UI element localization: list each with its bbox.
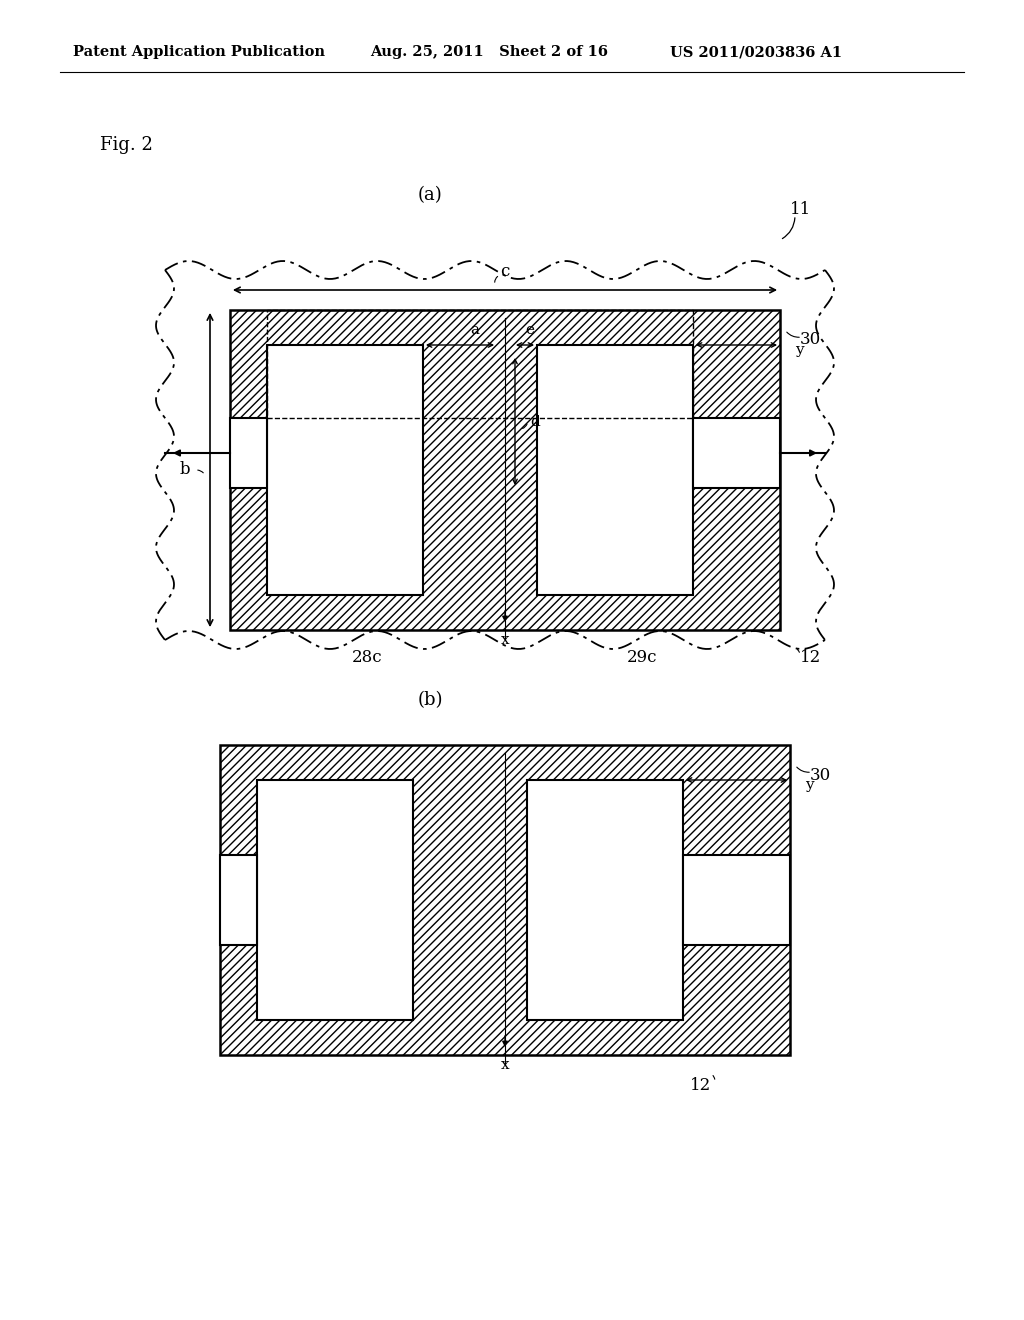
Text: Patent Application Publication: Patent Application Publication (73, 45, 325, 59)
Text: 11: 11 (790, 202, 811, 219)
Text: d: d (530, 414, 540, 429)
Bar (527, 780, 683, 1020)
Bar (267, 310, 693, 418)
Text: c: c (501, 264, 510, 281)
Bar (693, 418, 780, 488)
Bar (257, 780, 413, 1020)
Text: y: y (795, 343, 804, 356)
Text: US 2011/0203836 A1: US 2011/0203836 A1 (670, 45, 842, 59)
Text: 12: 12 (690, 1077, 712, 1093)
Bar (220, 744, 790, 1055)
Text: a: a (470, 323, 479, 337)
Text: e: e (525, 323, 535, 337)
Text: (b): (b) (417, 690, 442, 709)
Text: Aug. 25, 2011   Sheet 2 of 16: Aug. 25, 2011 Sheet 2 of 16 (370, 45, 608, 59)
Text: 29c: 29c (628, 649, 657, 667)
Text: 30: 30 (810, 767, 831, 784)
Text: 30: 30 (800, 331, 821, 348)
Text: x: x (501, 1059, 509, 1072)
Bar (267, 345, 423, 595)
Bar (220, 855, 257, 945)
Text: 28c: 28c (352, 649, 383, 667)
Bar (230, 310, 780, 630)
Text: Fig. 2: Fig. 2 (100, 136, 153, 154)
Bar (537, 345, 693, 595)
Bar (230, 418, 267, 488)
Text: 12: 12 (800, 649, 821, 667)
Text: b: b (179, 462, 190, 479)
Text: (a): (a) (418, 186, 442, 205)
Bar (683, 855, 790, 945)
Text: x: x (501, 634, 509, 647)
Text: y: y (805, 777, 814, 792)
